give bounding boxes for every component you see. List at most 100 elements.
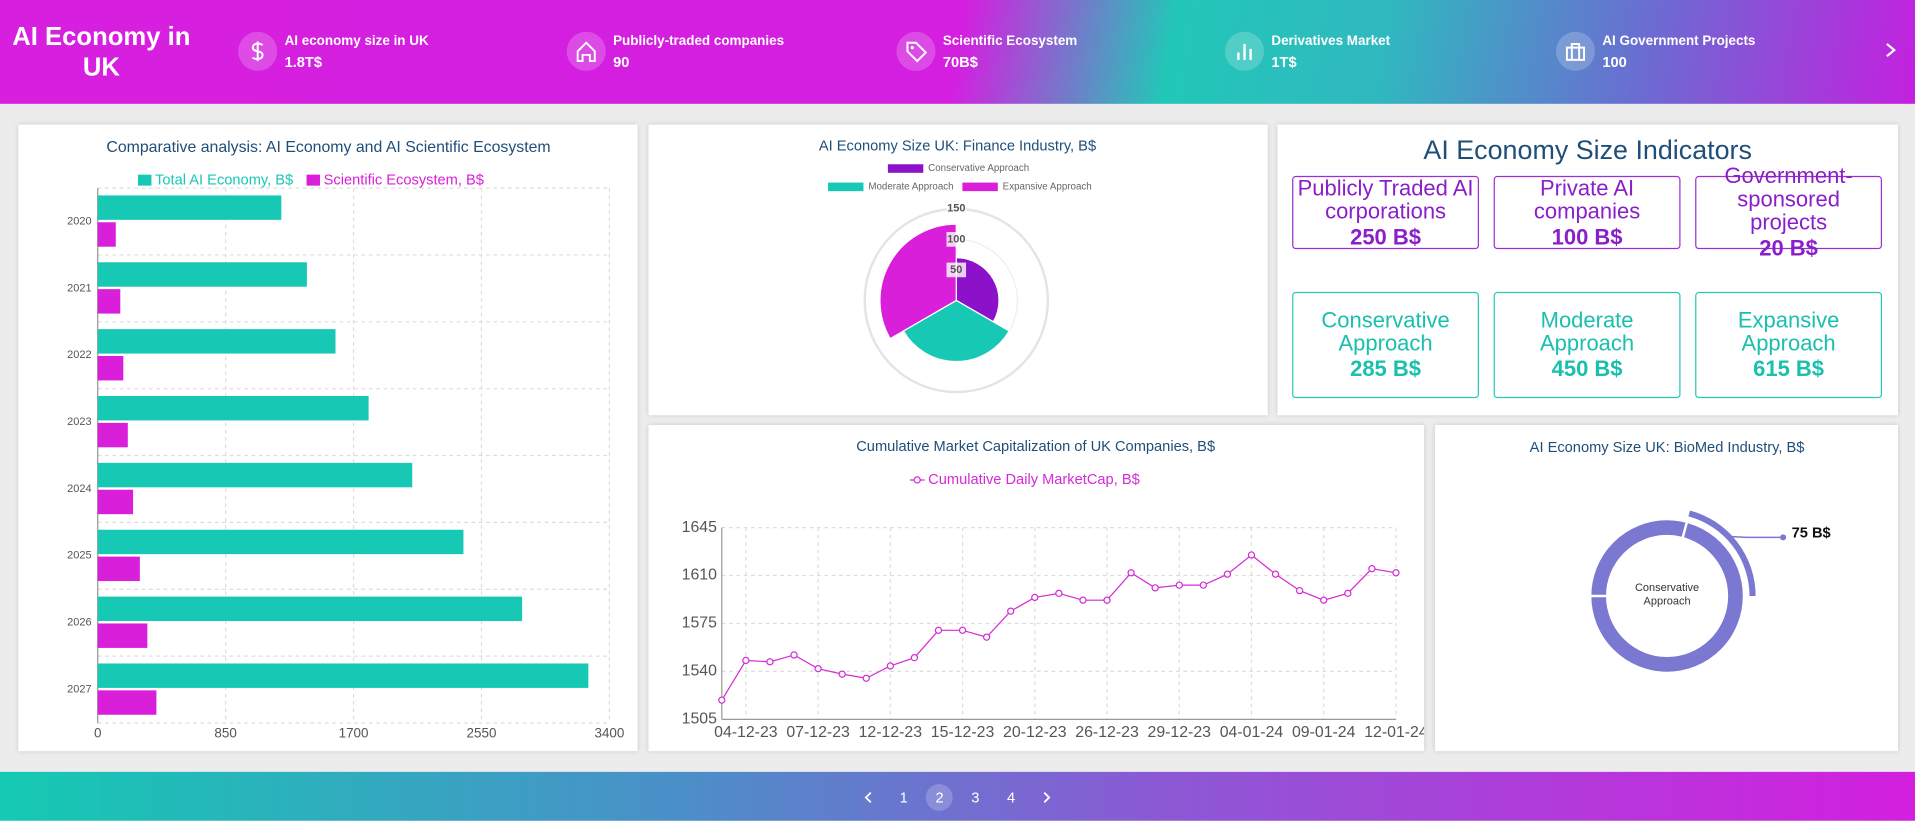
y-tick-label: 2025 xyxy=(67,550,91,562)
page-button[interactable]: 1 xyxy=(890,784,917,811)
bar xyxy=(98,663,589,687)
y-tick-label: 2022 xyxy=(67,349,91,361)
x-tick-label: 12-01-24 xyxy=(1364,724,1424,741)
point xyxy=(1321,597,1327,603)
indicator: Conservative Approach285 B$ xyxy=(1292,292,1479,398)
indicator-label: Conservative Approach xyxy=(1293,309,1477,355)
x-tick-label: 09-01-24 xyxy=(1292,724,1356,741)
x-tick-label: 26-12-23 xyxy=(1075,724,1139,741)
doughnut-panel: AI Economy Size UK: BioMed Industry, B$7… xyxy=(1435,425,1898,751)
bar xyxy=(98,396,369,420)
kpi-value: 70B$ xyxy=(943,54,978,71)
bar xyxy=(98,289,121,313)
x-tick-label: 850 xyxy=(214,726,236,741)
page-button[interactable]: 4 xyxy=(998,784,1025,811)
kpi-icon xyxy=(1225,32,1264,71)
y-tick-label: 1575 xyxy=(682,615,717,632)
bar xyxy=(98,623,148,647)
kpi-label: Derivatives Market xyxy=(1271,34,1390,49)
y-tick-label: 1610 xyxy=(682,567,717,584)
y-tick-label: 1505 xyxy=(682,711,717,728)
icon xyxy=(567,32,606,71)
x-tick-label: 07-12-23 xyxy=(786,724,850,741)
point xyxy=(1032,594,1038,600)
legend-swatch xyxy=(828,183,863,192)
page-button[interactable]: 2 xyxy=(926,784,953,811)
leader-dot xyxy=(1780,534,1786,540)
indicator: Publicly Traded AI corporations250 B$ xyxy=(1292,176,1479,249)
chart-title: AI Economy Size UK: BioMed Industry, B$ xyxy=(1530,440,1805,456)
x-tick-label: 20-12-23 xyxy=(1003,724,1067,741)
page-arrow[interactable] xyxy=(855,784,882,811)
point xyxy=(1248,552,1254,558)
legend-label: Expansive Approach xyxy=(1003,181,1092,192)
icon xyxy=(1556,32,1595,71)
bar xyxy=(98,557,140,581)
indicator-value: 100 B$ xyxy=(1552,225,1623,248)
kpi-icon xyxy=(896,32,935,71)
point xyxy=(1393,570,1399,576)
indicators-panel: AI Economy Size Indicators Publicly Trad… xyxy=(1277,125,1897,416)
kpi-icon xyxy=(1556,32,1595,71)
legend-label: Conservative Approach xyxy=(928,163,1029,174)
y-tick-label: 2027 xyxy=(67,683,91,695)
x-tick-label: 15-12-23 xyxy=(931,724,995,741)
legend-label: Moderate Approach xyxy=(868,181,953,192)
arrow-icon xyxy=(855,784,882,811)
point xyxy=(839,671,845,677)
point xyxy=(1200,582,1206,588)
kpi-label: Publicly-traded companies xyxy=(613,34,784,49)
y-tick-label: 2026 xyxy=(67,617,91,629)
point xyxy=(1104,597,1110,603)
chart-title: Cumulative Market Capitalization of UK C… xyxy=(856,439,1215,455)
bar xyxy=(98,329,336,353)
bar xyxy=(98,222,116,246)
x-tick-label: 3400 xyxy=(594,726,624,741)
next-arrow[interactable] xyxy=(1881,40,1901,60)
bar xyxy=(98,463,413,487)
y-tick-label: 2021 xyxy=(67,282,91,294)
line xyxy=(722,555,1396,700)
bar xyxy=(98,690,157,714)
bar xyxy=(98,530,464,554)
x-tick-label: 29-12-23 xyxy=(1148,724,1212,741)
polar-panel: AI Economy Size UK: Finance Industry, B$… xyxy=(649,125,1268,416)
page-arrow[interactable] xyxy=(1033,784,1060,811)
point xyxy=(1176,582,1182,588)
point xyxy=(1345,590,1351,596)
kpi-label: AI Government Projects xyxy=(1602,34,1755,49)
indicator-label: Government-sponsored projects xyxy=(1696,165,1880,235)
bar xyxy=(98,195,282,219)
legend-label: Cumulative Daily MarketCap, B$ xyxy=(928,472,1140,488)
bar xyxy=(98,490,133,514)
legend-label: Scientific Ecosystem, B$ xyxy=(324,173,484,189)
kpi-value: 100 xyxy=(1602,54,1626,71)
kpi-icon xyxy=(238,32,277,71)
point xyxy=(1297,588,1303,594)
x-tick-label: 04-12-23 xyxy=(714,724,778,741)
legend-marker xyxy=(914,477,920,483)
icon xyxy=(896,32,935,71)
y-tick-label: 2023 xyxy=(67,416,91,428)
chart-title: Comparative analysis: AI Economy and AI … xyxy=(106,139,550,156)
legend-label: Total AI Economy, B$ xyxy=(155,173,293,189)
x-tick-label: 1700 xyxy=(339,726,369,741)
bar-panel: Comparative analysis: AI Economy and AI … xyxy=(18,125,637,752)
icon xyxy=(238,32,277,71)
indicators-title: AI Economy Size Indicators xyxy=(1277,134,1897,166)
indicator-label: Moderate Approach xyxy=(1495,309,1679,355)
kpi-value: 1T$ xyxy=(1271,54,1296,71)
kpi-label: AI economy size in UK xyxy=(285,34,429,49)
point xyxy=(935,627,941,633)
indicator-label: Expansive Approach xyxy=(1696,309,1880,355)
page-button[interactable]: 3 xyxy=(962,784,989,811)
point xyxy=(1008,608,1014,614)
point xyxy=(815,666,821,672)
x-tick-label: 04-01-24 xyxy=(1220,724,1284,741)
legend-swatch xyxy=(307,175,320,186)
point xyxy=(767,659,773,665)
indicator-value: 450 B$ xyxy=(1552,358,1623,381)
r-tick-label: 150 xyxy=(947,203,965,215)
header-title: AI Economy in UK xyxy=(10,22,193,83)
